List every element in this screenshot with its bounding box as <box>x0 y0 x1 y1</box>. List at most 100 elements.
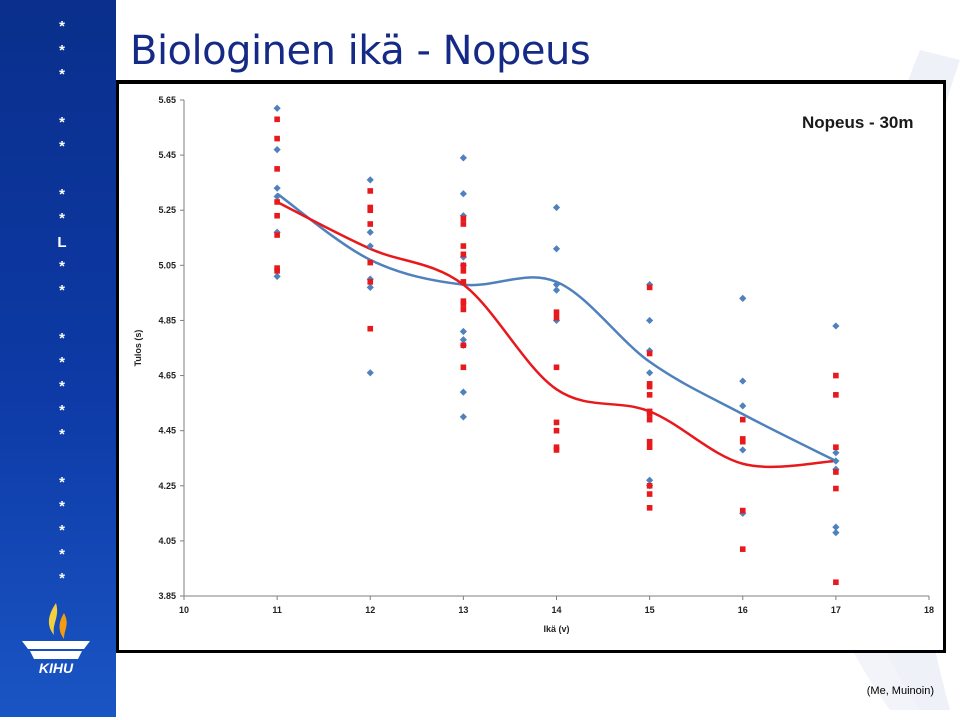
data-point-diamond <box>832 523 840 531</box>
data-point-square <box>460 279 467 285</box>
data-point-square <box>553 364 560 371</box>
data-point-diamond <box>552 286 561 294</box>
y-axis-label: Tulos (s) <box>133 330 143 367</box>
data-point-square <box>553 309 560 315</box>
sidebar-mark: L <box>57 234 67 251</box>
data-point-diamond <box>366 228 374 236</box>
data-point-diamond <box>646 369 654 377</box>
data-point-square <box>833 485 839 492</box>
data-point-square <box>833 469 839 475</box>
sidebar-mark: * <box>59 402 65 419</box>
sidebar-mark: * <box>59 210 65 227</box>
data-point-square <box>460 243 467 249</box>
data-points <box>273 104 840 586</box>
data-point-diamond <box>273 104 281 112</box>
data-point-diamond <box>273 184 281 192</box>
y-tick-label: 5.05 <box>158 260 176 270</box>
data-point-square <box>739 416 746 423</box>
data-point-square <box>739 507 746 514</box>
data-point-square <box>739 546 746 552</box>
data-point-square <box>274 232 280 238</box>
data-point-square <box>460 251 467 258</box>
data-point-square <box>553 427 560 434</box>
data-point-square <box>460 301 467 307</box>
data-point-diamond <box>646 316 654 325</box>
sidebar-mark: * <box>59 18 65 35</box>
data-point-square <box>739 438 746 445</box>
data-point-diamond <box>739 446 747 454</box>
logo-base-shape <box>30 651 82 659</box>
sidebar-mark: * <box>59 114 65 131</box>
data-point-square <box>367 188 374 194</box>
data-point-square <box>553 314 560 321</box>
data-point-diamond <box>832 449 840 457</box>
page-title: Biologinen ikä - Nopeus <box>130 28 591 74</box>
sidebar-mark: * <box>59 570 65 587</box>
data-point-square <box>274 116 280 123</box>
data-point-diamond <box>459 154 467 162</box>
y-tick-label: 5.65 <box>158 95 176 105</box>
data-point-diamond <box>366 283 374 291</box>
data-point-diamond <box>459 388 467 396</box>
x-tick-label: 17 <box>831 605 841 615</box>
data-point-square <box>274 166 280 172</box>
data-point-square <box>646 438 653 445</box>
chart-axes: 3.85 4.05 4.25 4.45 4.65 4.85 5.05 5.25 5.45 5.65… <box>158 95 934 615</box>
x-tick-label: 16 <box>738 605 748 615</box>
data-point-square <box>274 212 280 219</box>
x-tick-label: 18 <box>924 605 934 615</box>
data-point-square <box>367 221 374 227</box>
logo-base-shape <box>22 641 90 649</box>
trend-line-series-2 <box>276 200 836 469</box>
data-point-square <box>646 383 653 390</box>
data-point-square <box>646 491 653 497</box>
data-point-square <box>646 350 653 357</box>
data-point-square <box>646 411 653 417</box>
sidebar-mark: * <box>59 282 65 299</box>
sidebar-mark: * <box>59 474 65 491</box>
data-point-square <box>646 392 653 398</box>
data-point-square <box>367 325 374 332</box>
x-tick-label: 10 <box>179 605 189 615</box>
sidebar-mark: * <box>59 546 65 563</box>
x-axis-label: Ikä (v) <box>543 624 569 634</box>
data-point-square <box>833 579 839 586</box>
data-point-diamond <box>366 369 374 377</box>
data-point-square <box>460 268 467 274</box>
sidebar-mark: * <box>59 426 65 443</box>
y-tick-label: 4.25 <box>158 481 176 491</box>
data-point-square <box>553 419 560 426</box>
sidebar-mark: * <box>59 138 65 155</box>
data-point-square <box>833 444 839 450</box>
sidebar-mark: * <box>59 186 65 203</box>
data-point-square <box>646 505 653 511</box>
data-point-square <box>367 259 374 266</box>
data-point-square <box>367 207 374 214</box>
chart-title: Nopeus - 30m <box>802 113 913 132</box>
y-tick-label: 4.45 <box>158 426 176 436</box>
sidebar-mark: * <box>59 330 65 347</box>
sidebar-mark: * <box>59 42 65 59</box>
data-point-diamond <box>459 327 467 336</box>
x-tick-label: 14 <box>551 605 561 615</box>
data-point-square <box>646 482 653 489</box>
sidebar-mark: * <box>59 66 65 83</box>
data-point-diamond <box>459 190 467 198</box>
x-tick-label: 15 <box>645 605 655 615</box>
data-point-square <box>646 444 653 450</box>
y-tick-label: 3.85 <box>158 591 176 601</box>
data-point-square <box>460 342 467 349</box>
x-tick-label: 11 <box>272 605 282 615</box>
chart: 3.85 4.05 4.25 4.45 4.65 4.85 5.05 5.25 5.45 5.65… <box>133 95 934 634</box>
sidebar: * * * * * * * L * * * * * * * * * * * * KIHU <box>0 0 116 717</box>
y-tick-label: 4.85 <box>158 315 176 325</box>
data-point-diamond <box>366 242 374 250</box>
data-point-diamond <box>552 245 561 253</box>
sidebar-mark: * <box>59 498 65 515</box>
sidebar-mark: * <box>59 378 65 395</box>
data-point-square <box>274 135 280 142</box>
data-point-diamond <box>739 294 747 302</box>
data-point-square <box>274 199 280 205</box>
data-point-square <box>460 364 467 371</box>
y-tick-label: 4.05 <box>158 536 176 546</box>
